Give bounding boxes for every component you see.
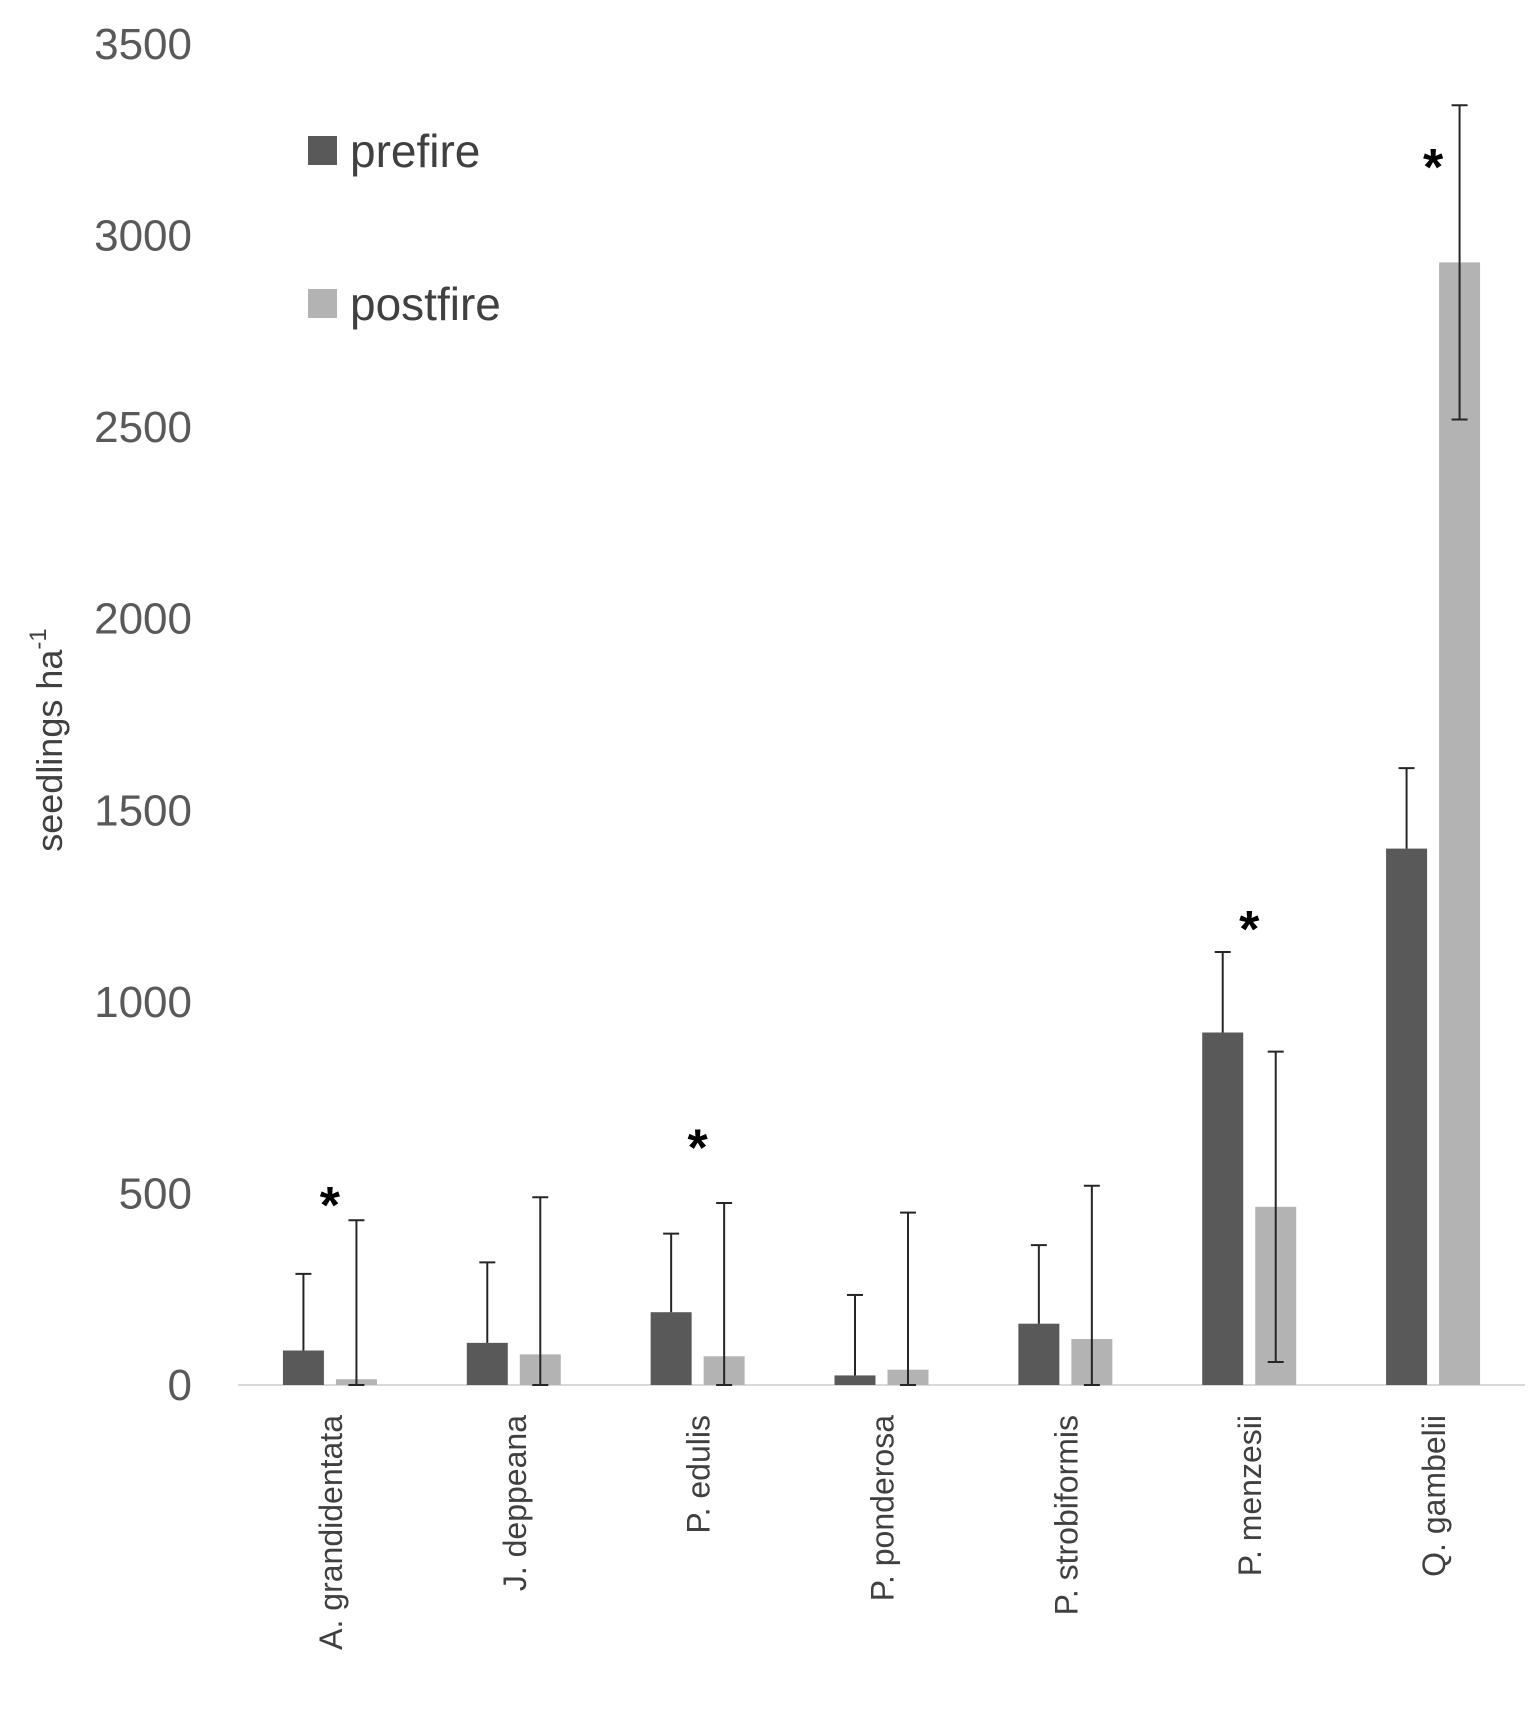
y-axis-ticks: 0 500 1000 1500 2000 2500 3000 3500 (94, 20, 192, 1410)
x-tick-label-q-gambelii: Q. gambelii (1416, 1415, 1452, 1577)
legend: prefire postfire (308, 125, 501, 330)
x-tick-label-p-menzesii: P. menzesii (1232, 1415, 1268, 1576)
y-axis-label-main: seedlings ha (29, 649, 70, 852)
error-bar-postfire-q-gambelii (1451, 104, 1468, 421)
y-tick-label: 1000 (94, 978, 192, 1027)
bars (282, 262, 1481, 1386)
significance-markers: * * * * (320, 139, 1444, 1235)
bar-prefire-j-deppeana (466, 1342, 508, 1385)
significance-marker-p-edulis: * (688, 1120, 709, 1178)
y-axis-label: seedlings ha-1 (25, 628, 70, 852)
error-bar-prefire-p-menzesii (1214, 951, 1231, 1033)
bar-prefire-p-strobiformis (1018, 1323, 1060, 1385)
error-bar-postfire-p-edulis (716, 1202, 733, 1386)
legend-label-postfire: postfire (350, 278, 501, 330)
error-bar-prefire-p-ponderosa (847, 1293, 863, 1376)
bar-prefire-p-menzesii (1202, 1032, 1244, 1385)
x-tick-label-p-edulis: P. edulis (681, 1415, 717, 1534)
error-bar-postfire-p-menzesii (1267, 1050, 1284, 1364)
legend-label-prefire: prefire (350, 125, 480, 177)
error-bar-prefire-p-strobiformis (1030, 1244, 1047, 1324)
y-tick-label: 500 (119, 1169, 192, 1218)
error-bars (295, 104, 1468, 1386)
legend-swatch-postfire (308, 289, 337, 318)
error-bar-postfire-a-grandidentata (348, 1219, 365, 1386)
y-tick-label: 2500 (94, 403, 192, 452)
y-tick-label: 0 (168, 1361, 192, 1410)
error-bar-postfire-j-deppeana (532, 1196, 549, 1386)
bar-prefire-q-gambelii (1386, 848, 1428, 1385)
y-tick-label: 3000 (94, 212, 192, 261)
error-bar-postfire-p-ponderosa (900, 1211, 916, 1386)
y-tick-label: 2000 (94, 595, 192, 644)
error-bar-postfire-p-strobiformis (1083, 1184, 1100, 1386)
y-tick-label: 3500 (94, 20, 192, 69)
error-bar-prefire-j-deppeana (479, 1261, 496, 1343)
x-tick-label-j-deppeana: J. deppeana (497, 1415, 533, 1591)
bar-prefire-p-edulis (650, 1312, 692, 1385)
significance-marker-q-gambelii: * (1423, 139, 1444, 197)
error-bar-prefire-q-gambelii (1398, 767, 1415, 849)
y-tick-label: 1500 (94, 786, 192, 835)
bar-postfire-q-gambelii (1439, 262, 1481, 1386)
y-axis-label-superscript: -1 (25, 628, 52, 649)
significance-marker-p-menzesii: * (1239, 901, 1260, 959)
x-tick-label-p-ponderosa: P. ponderosa (865, 1415, 901, 1601)
category-labels: A. grandidentata J. deppeana P. edulis P. p… (313, 1415, 1452, 1650)
x-tick-label-a-grandidentata: A. grandidentata (313, 1415, 349, 1650)
bar-prefire-p-ponderosa (834, 1375, 876, 1385)
bar-prefire-a-grandidentata (282, 1350, 324, 1385)
legend-swatch-prefire (308, 136, 337, 165)
error-bar-prefire-p-edulis (663, 1232, 680, 1313)
y-axis-title: seedlings ha-1 (25, 628, 70, 852)
significance-marker-a-grandidentata: * (320, 1177, 341, 1235)
x-tick-label-p-strobiformis: P. strobiformis (1048, 1415, 1084, 1615)
error-bar-prefire-a-grandidentata (295, 1272, 312, 1351)
